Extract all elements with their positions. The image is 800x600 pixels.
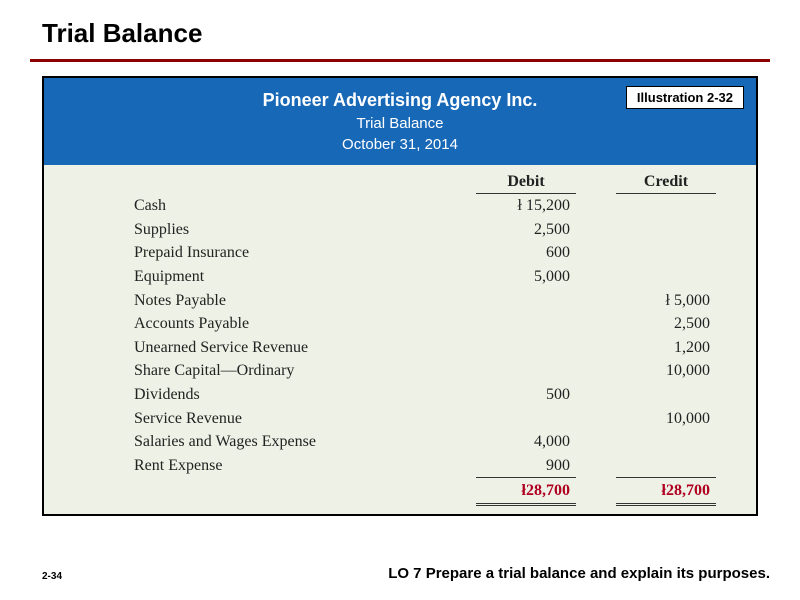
totals-row: ł28,700 ł28,700 [134,478,716,505]
credit-cell [616,430,716,454]
table-row: Notes Payable ł 5,000 [134,289,716,313]
table-row: Accounts Payable 2,500 [134,312,716,336]
account-name: Equipment [134,265,476,289]
trial-balance-table: Debit Credit Cashł 15,200Supplies2,500Pr… [134,173,716,506]
credit-total: ł28,700 [616,478,716,505]
account-name: Share Capital—Ordinary [134,359,476,383]
debit-cell: 500 [476,383,576,407]
credit-cell: 1,200 [616,336,716,360]
account-name: Notes Payable [134,289,476,313]
col-header-debit: Debit [476,173,576,194]
table-row: Rent Expense900 [134,454,716,478]
table-row: Share Capital—Ordinary 10,000 [134,359,716,383]
credit-cell [616,241,716,265]
credit-cell: ł 5,000 [616,289,716,313]
credit-cell [616,454,716,478]
account-name: Supplies [134,218,476,242]
account-name: Cash [134,194,476,218]
debit-total: ł28,700 [476,478,576,505]
debit-cell [476,289,576,313]
debit-cell: 600 [476,241,576,265]
debit-cell [476,407,576,431]
table-row: Prepaid Insurance600 [134,241,716,265]
account-name: Prepaid Insurance [134,241,476,265]
credit-cell [616,383,716,407]
debit-cell [476,336,576,360]
account-name: Service Revenue [134,407,476,431]
credit-cell [616,265,716,289]
trial-balance-figure: Pioneer Advertising Agency Inc. Trial Ba… [42,76,758,516]
credit-cell: 10,000 [616,359,716,383]
debit-cell: 2,500 [476,218,576,242]
page-number: 2-34 [42,571,62,582]
table-row: Equipment5,000 [134,265,716,289]
table-row: Service Revenue 10,000 [134,407,716,431]
debit-cell: 5,000 [476,265,576,289]
title-rule [30,59,770,62]
credit-cell: 2,500 [616,312,716,336]
figure-header: Pioneer Advertising Agency Inc. Trial Ba… [44,78,756,165]
debit-cell [476,359,576,383]
account-name: Unearned Service Revenue [134,336,476,360]
account-name: Accounts Payable [134,312,476,336]
table-row: Cashł 15,200 [134,194,716,218]
credit-cell [616,194,716,218]
account-name: Dividends [134,383,476,407]
table-row: Dividends500 [134,383,716,407]
table-row: Salaries and Wages Expense4,000 [134,430,716,454]
credit-cell [616,218,716,242]
account-name: Rent Expense [134,454,476,478]
report-title: Trial Balance [44,113,756,134]
credit-cell: 10,000 [616,407,716,431]
debit-cell: 900 [476,454,576,478]
page-title: Trial Balance [0,0,800,59]
col-header-credit: Credit [616,173,716,194]
debit-cell: 4,000 [476,430,576,454]
illustration-badge: Illustration 2-32 [626,86,744,109]
debit-cell [476,312,576,336]
table-row: Supplies2,500 [134,218,716,242]
debit-cell: ł 15,200 [476,194,576,218]
report-date: October 31, 2014 [44,134,756,155]
learning-objective: LO 7 Prepare a trial balance and explain… [388,565,770,582]
trial-balance-body: Debit Credit Cashł 15,200Supplies2,500Pr… [44,165,756,506]
table-row: Unearned Service Revenue 1,200 [134,336,716,360]
account-name: Salaries and Wages Expense [134,430,476,454]
